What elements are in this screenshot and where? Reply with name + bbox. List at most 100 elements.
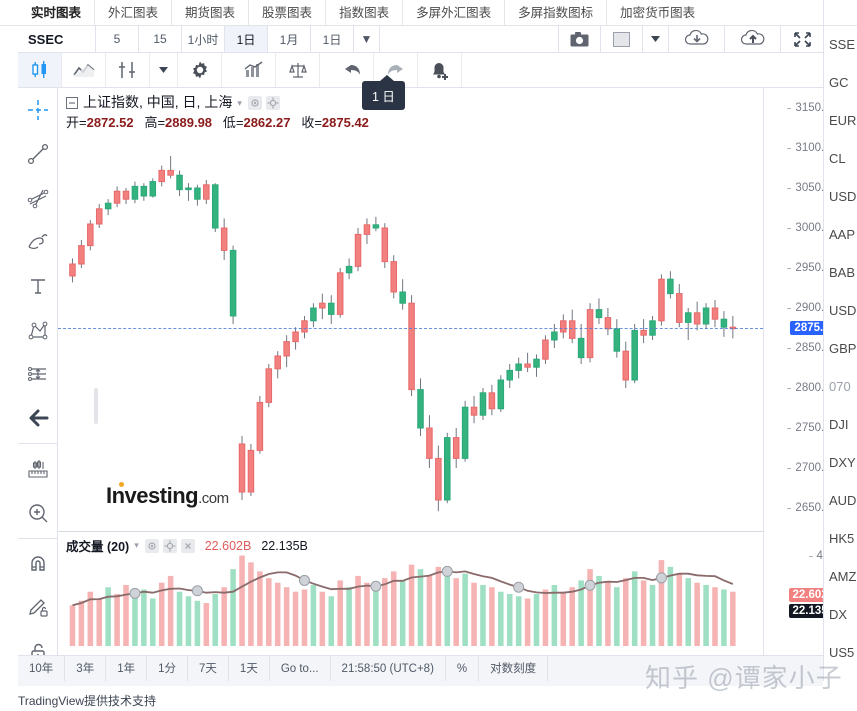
line-chart-icon[interactable] — [62, 53, 106, 87]
nav-tab-0[interactable]: 实时图表 — [18, 0, 96, 26]
alert-bell-icon[interactable] — [418, 53, 462, 87]
volume-series — [69, 555, 736, 646]
trendline-tool[interactable] — [18, 132, 58, 176]
arrow-left-tool[interactable] — [18, 396, 58, 440]
watchlist-item-13[interactable]: HK5 — [829, 531, 855, 546]
layout-chevron-down-icon[interactable] — [643, 26, 669, 52]
status-item-1[interactable]: 3年 — [65, 655, 107, 682]
watchlist-item-16[interactable]: US5 — [829, 645, 855, 660]
status-item-7[interactable]: 21:58:50 (UTC+8) — [331, 655, 446, 682]
watchlist-item-10[interactable]: DJI — [829, 417, 849, 432]
drawing-toolbar — [18, 88, 58, 708]
interval-5[interactable]: 1日 — [311, 26, 354, 52]
interval-tooltip: 1 日 — [362, 75, 405, 110]
interval-3[interactable]: 1日 — [225, 26, 268, 52]
nav-tab-2[interactable]: 期货图表 — [172, 0, 250, 26]
watchlist-item-6[interactable]: BAB — [829, 265, 856, 280]
watchlist-item-4[interactable]: USD — [829, 189, 857, 204]
volume-legend-caret[interactable]: ▾ — [134, 540, 139, 550]
brush-tool[interactable] — [18, 220, 58, 264]
eye-icon[interactable] — [144, 538, 159, 553]
text-tool[interactable] — [18, 264, 58, 308]
watchlist-item-11[interactable]: DXY — [829, 455, 856, 470]
candlestick-series — [69, 156, 737, 512]
toolbar-chevron-down-icon[interactable] — [150, 53, 178, 87]
fib-channel-tool[interactable] — [18, 176, 58, 220]
price-chart-pane[interactable]: 上证指数, 中国, 日, 上海 ▾ 开=2872.52 高=2889.98 — [58, 88, 763, 532]
nav-tab-7[interactable]: 加密货币图表 — [620, 5, 696, 20]
gear-icon[interactable] — [162, 538, 177, 553]
strategy-scales-icon[interactable] — [276, 53, 320, 87]
candlestick-style-icon[interactable] — [18, 53, 62, 87]
toolbar-spacer — [380, 26, 559, 52]
status-item-6[interactable]: Go to... — [270, 655, 331, 682]
high-value: 2889.98 — [165, 114, 213, 130]
undo-icon[interactable] — [330, 53, 374, 87]
watchlist-item-7[interactable]: USD — [829, 303, 857, 318]
top-navigation: 实时图表 外汇图表 期货图表 股票图表 指数图表 多屏外汇图表 多屏指数图标 加密货币图表 — [0, 0, 857, 26]
magnet-tool[interactable] — [18, 542, 58, 586]
price-legend-icons — [247, 95, 280, 110]
fullscreen-icon[interactable] — [781, 26, 823, 52]
ohlc-row: 开=2872.52 高=2889.98 低=2862.27 收=2875.42 — [66, 114, 369, 132]
investing-logo-dot — [119, 482, 124, 487]
gear-icon[interactable] — [265, 95, 280, 110]
high-label: 高= — [144, 114, 166, 130]
close-icon[interactable] — [180, 538, 195, 553]
watchlist-item-9[interactable]: 070 — [829, 379, 851, 394]
status-item-9[interactable]: 对数刻度 — [479, 655, 549, 682]
price-legend-caret[interactable]: ▾ — [237, 97, 242, 108]
nav-tab-4[interactable]: 指数图表 — [326, 0, 404, 26]
crosshair-tool[interactable] — [18, 88, 58, 132]
cloud-load-icon[interactable] — [669, 26, 725, 52]
close-value: 2875.42 — [321, 114, 369, 130]
watchlist-item-3[interactable]: CL — [829, 151, 846, 166]
zoom-in-tool[interactable] — [18, 491, 58, 535]
cloud-save-icon[interactable] — [725, 26, 781, 52]
watchlist-item-1[interactable]: GC — [829, 75, 849, 90]
nav-tab-1[interactable]: 外汇图表 — [95, 0, 173, 26]
pattern-tool[interactable] — [18, 308, 58, 352]
volume-value-black: 22.135B — [261, 538, 308, 553]
snapshot-camera-icon[interactable] — [559, 26, 601, 52]
interval-2[interactable]: 1小时 — [182, 26, 225, 52]
measure-ruler-tool[interactable] — [18, 447, 58, 491]
watchlist-item-0[interactable]: SSE — [829, 37, 856, 52]
watchlist-item-5[interactable]: AAP — [829, 227, 856, 242]
interval-4[interactable]: 1月 — [268, 26, 311, 52]
volume-chart-pane[interactable]: 成交量 (20) ▾ 22.602B 22.135B — [58, 532, 763, 658]
interval-1[interactable]: 15 — [139, 26, 182, 52]
nav-tab-3[interactable]: 股票图表 — [249, 0, 327, 26]
volume-legend-icons — [144, 538, 195, 553]
status-item-0[interactable]: 10年 — [18, 655, 66, 682]
forecast-tool[interactable] — [18, 352, 58, 396]
watchlist-item-12[interactable]: AUD — [829, 493, 857, 508]
interval-dropdown-caret[interactable]: ▼ — [354, 26, 380, 52]
eye-icon[interactable] — [247, 95, 262, 110]
current-price-line — [58, 327, 763, 329]
drawing-mode-tool[interactable] — [18, 586, 58, 630]
layout-select-button[interactable] — [601, 26, 643, 52]
indicators-icon[interactable] — [106, 53, 150, 87]
symbol-field[interactable]: SSEC — [18, 26, 96, 52]
nav-tab-6[interactable]: 多屏指数图标 — [505, 0, 608, 26]
compare-icon[interactable] — [232, 53, 276, 87]
redo-icon[interactable] — [374, 53, 418, 87]
settings-gear-icon[interactable] — [178, 53, 222, 87]
watchlist-item-2[interactable]: EUR — [829, 113, 857, 128]
status-item-2[interactable]: 1年 — [106, 655, 148, 682]
status-item-5[interactable]: 1天 — [229, 655, 270, 682]
watchlist-item-14[interactable]: AMZ — [829, 569, 857, 584]
watchlist-item-8[interactable]: GBP — [829, 341, 857, 356]
status-item-4[interactable]: 7天 — [188, 655, 229, 682]
status-item-8[interactable]: % — [446, 655, 480, 682]
nav-tab-5[interactable]: 多屏外汇图表 — [403, 0, 506, 26]
status-item-3[interactable]: 1分 — [147, 655, 189, 682]
chart-status-bar: 10年 3年 1年 1分 7天 1天 Go to... 21:58:50 (UTC+8)% 对数… — [18, 655, 823, 682]
price-legend: 上证指数, 中国, 日, 上海 ▾ 开=2872.52 高=2889.98 — [66, 93, 369, 132]
interval-0[interactable]: 5 — [96, 26, 139, 52]
collapse-pane-icon[interactable] — [66, 96, 78, 109]
pane-scrollbar[interactable] — [94, 388, 98, 424]
watchlist-item-15[interactable]: DX — [829, 607, 848, 622]
